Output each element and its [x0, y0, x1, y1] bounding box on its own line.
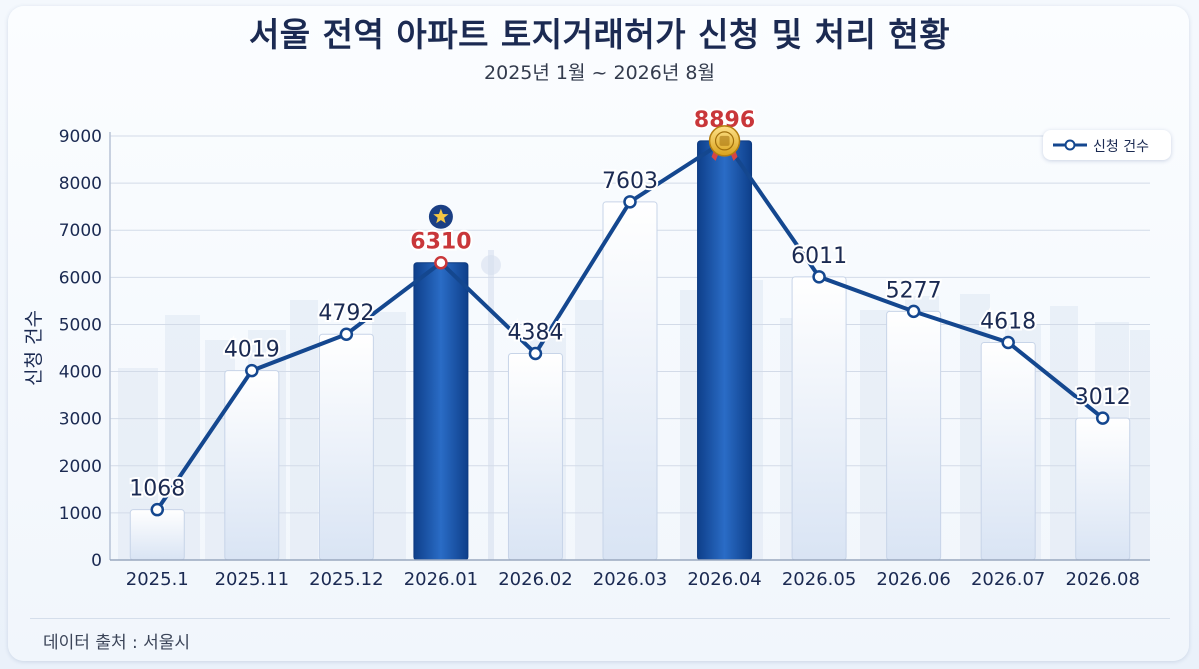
x-tick-label: 2026.08 [1066, 569, 1140, 590]
data-label: 4019 [224, 338, 280, 363]
data-label: 4618 [980, 309, 1036, 334]
data-label: 4792 [318, 301, 374, 326]
data-label: 7603 [602, 169, 658, 194]
bar-highlighted [413, 262, 469, 561]
bar [129, 509, 185, 561]
y-axis-label: 신청 건수 [23, 310, 45, 386]
data-point [623, 195, 637, 209]
y-tick-label: 4000 [59, 363, 102, 383]
chart-subtitle: 2025년 1월 ~ 2026년 8월 [484, 62, 715, 84]
bar [507, 352, 563, 561]
x-tick-label: 2026.07 [971, 569, 1045, 590]
bar [886, 310, 942, 561]
x-tick-label: 2026.03 [593, 569, 667, 590]
x-tick-label: 2026.01 [404, 569, 478, 590]
data-point [245, 363, 259, 378]
data-label: 6011 [791, 244, 847, 269]
x-tick-label: 2025.1 [126, 569, 189, 590]
data-point [812, 270, 826, 284]
chart-title: 서울 전역 아파트 토지거래허가 신청 및 처리 현황 [248, 15, 951, 54]
data-label: 5277 [886, 278, 942, 303]
data-point [1001, 335, 1015, 350]
y-tick-label: 6000 [59, 268, 102, 288]
y-tick-label: 9000 [59, 127, 102, 147]
data-source: 데이터 출처 : 서울시 [43, 633, 191, 653]
bar [791, 276, 847, 561]
y-tick-label: 7000 [59, 221, 102, 241]
y-tick-label: 3000 [59, 410, 102, 430]
x-tick-label: 2025.11 [215, 569, 289, 590]
data-labels: 1068401947926310438476038896601152774618… [127, 106, 1132, 504]
bar [1075, 417, 1131, 561]
data-label: 4384 [507, 320, 563, 345]
legend-label: 신청 건수 [1093, 139, 1149, 155]
data-point [150, 502, 165, 517]
x-axis: 2025.1 2025.11 2025.12 2026.01 2026.02 2026.0… [110, 559, 1150, 590]
y-tick-label: 2000 [59, 457, 102, 477]
data-point [1095, 411, 1110, 425]
highlight-icons [428, 125, 741, 229]
bar [980, 341, 1036, 561]
legend-line-marker [1053, 139, 1087, 151]
bar [602, 201, 658, 561]
y-tick-label: 1000 [59, 504, 102, 524]
y-axis: 0 1000 2000 3000 4000 5000 6000 7000 8000 9000 [59, 127, 111, 571]
medal-icon [708, 125, 741, 161]
data-label: 6310 [410, 230, 471, 255]
x-tick-label: 2026.04 [687, 569, 761, 590]
y-tick-label: 5000 [59, 315, 102, 335]
y-tick-label: 0 [91, 551, 102, 571]
x-tick-label: 2026.05 [782, 569, 856, 590]
footer-divider [30, 618, 1170, 619]
bars [129, 140, 1131, 561]
data-point [906, 304, 921, 319]
series-line [150, 134, 1110, 517]
x-tick-label: 2026.06 [876, 569, 950, 590]
data-point [528, 346, 543, 361]
x-tick-label: 2025.12 [309, 569, 383, 590]
chart-legend: 신청 건수 [1043, 130, 1171, 160]
data-point [339, 327, 354, 341]
y-tick-label: 8000 [59, 174, 102, 194]
data-label: 3012 [1075, 385, 1131, 410]
x-tick-label: 2026.02 [498, 569, 572, 590]
data-label: 1068 [129, 477, 185, 502]
bar [318, 333, 374, 561]
star-icon [428, 204, 453, 229]
data-point [434, 255, 448, 270]
bar-highlighted [697, 140, 753, 561]
